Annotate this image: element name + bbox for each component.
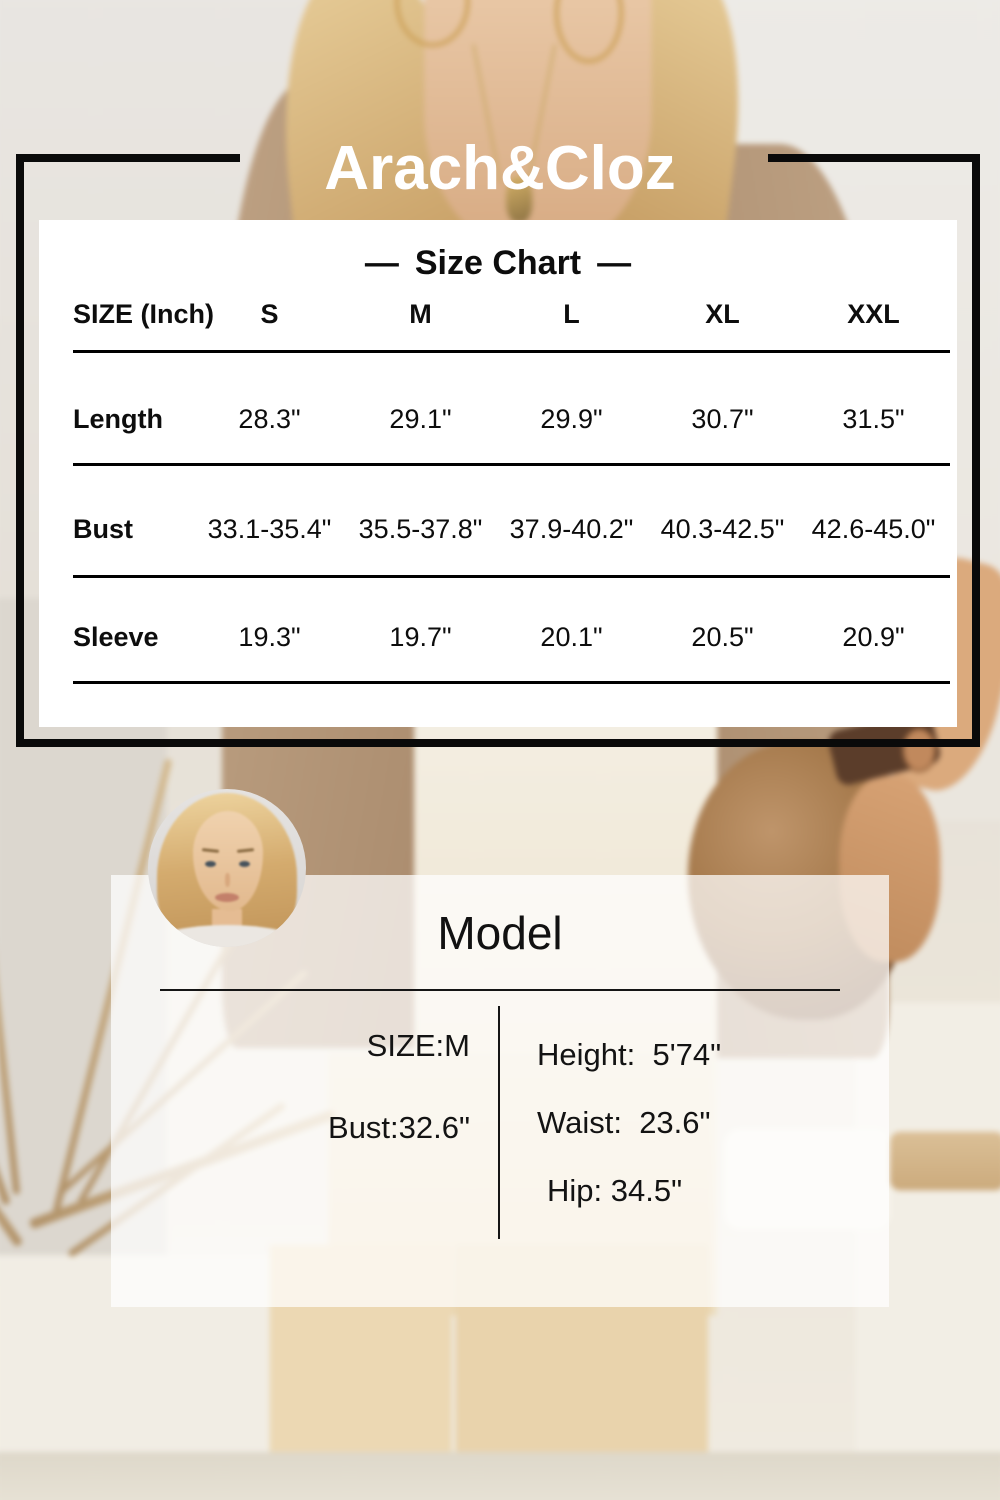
bust-value-xl: 40.3-42.5" xyxy=(660,514,785,544)
bust-value-l: 37.9-40.2" xyxy=(509,514,634,544)
sleeve-value-l: 20.1" xyxy=(540,622,603,652)
size-chart-table: SIZE (Inch) S M L XL XXL Length 28.3" 29… xyxy=(73,280,950,684)
photo-watch-face xyxy=(901,727,937,773)
table-row-sleeve: Sleeve 19.3" 19.7" 20.1" 20.5" 20.9" xyxy=(73,578,950,684)
sleeve-value-xl: 20.5" xyxy=(691,622,754,652)
bust-value-xxl: 42.6-45.0" xyxy=(811,514,936,544)
table-row-bust: Bust 33.1-35.4" 35.5-37.8" 37.9-40.2" 40… xyxy=(73,466,950,578)
model-portrait-illustration xyxy=(148,789,306,947)
row-label-length: Length xyxy=(73,404,163,434)
table-header-row: SIZE (Inch) S M L XL XXL xyxy=(73,280,950,353)
brand-frame-top-right-segment xyxy=(768,154,980,162)
size-chart-card: — Size Chart — SIZE (Inch) S M L XL XXL Le… xyxy=(39,220,957,727)
model-stats-left-column: SIZE:M Bust:32.6" xyxy=(328,1005,470,1169)
model-hip: Hip: 34.5" xyxy=(547,1173,683,1208)
length-value-s: 28.3" xyxy=(238,404,301,434)
brand-name: Arach&Cloz xyxy=(324,134,676,203)
table-header-size-xxl: XXL xyxy=(847,299,900,329)
length-value-l: 29.9" xyxy=(540,404,603,434)
model-portrait-photo xyxy=(148,789,306,947)
size-chart-title: — Size Chart — xyxy=(39,244,957,283)
brand-frame-border xyxy=(16,154,980,747)
model-waist: Waist: 23.6" xyxy=(537,1105,711,1140)
portrait-eye-right xyxy=(239,861,250,867)
table-header-size-unit: SIZE (Inch) xyxy=(73,299,214,329)
model-bust: Bust:32.6" xyxy=(328,1110,470,1145)
model-info-card: Model SIZE:M Bust:32.6" Height: 5'74" Wa… xyxy=(111,875,889,1307)
bust-value-s: 33.1-35.4" xyxy=(207,514,332,544)
table-row-length: Length 28.3" 29.1" 29.9" 30.7" 31.5" xyxy=(73,353,950,466)
row-label-bust: Bust xyxy=(73,514,133,544)
sleeve-value-s: 19.3" xyxy=(238,622,301,652)
model-horizontal-divider xyxy=(160,989,840,991)
sleeve-value-xxl: 20.9" xyxy=(842,622,905,652)
title-dash-left: — xyxy=(364,244,399,282)
photo-wicker-braid xyxy=(889,1131,1000,1191)
portrait-lips xyxy=(215,893,239,902)
bust-value-m: 35.5-37.8" xyxy=(358,514,483,544)
portrait-eye-left xyxy=(205,861,216,867)
table-header-size-s: S xyxy=(260,299,279,329)
table-header-size-xl: XL xyxy=(705,299,740,329)
portrait-nose xyxy=(225,873,230,887)
model-vertical-divider xyxy=(498,1006,500,1239)
table-header-size-m: M xyxy=(409,299,432,329)
model-height: Height: 5'74" xyxy=(537,1037,722,1072)
length-value-m: 29.1" xyxy=(389,404,452,434)
length-value-xxl: 31.5" xyxy=(842,404,905,434)
sleeve-value-m: 19.7" xyxy=(389,622,452,652)
photo-necklace-pendant xyxy=(506,176,533,223)
size-chart-title-text: Size Chart xyxy=(414,244,582,282)
photo-bottom-shadow xyxy=(0,1451,1000,1500)
model-stats-right-column: Height: 5'74" Waist: 23.6" Hip: 34.5" xyxy=(537,1021,721,1225)
model-section-title: Model xyxy=(437,907,563,959)
row-label-sleeve: Sleeve xyxy=(73,622,159,652)
length-value-xl: 30.7" xyxy=(691,404,754,434)
brand-frame-top-left-segment xyxy=(16,154,240,162)
table-header-size-l: L xyxy=(563,299,580,329)
title-dash-right: — xyxy=(597,244,632,282)
portrait-shoulders xyxy=(148,925,306,947)
model-size: SIZE:M xyxy=(366,1028,470,1063)
